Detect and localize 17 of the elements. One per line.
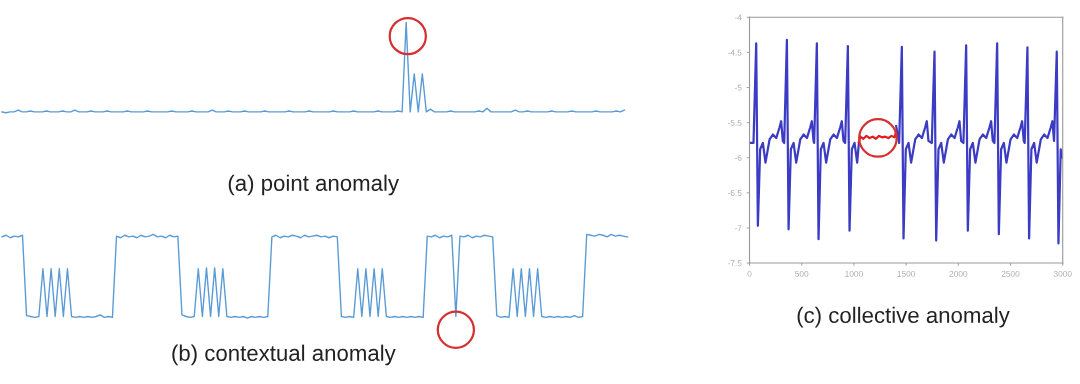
text: (a) point anomaly	[228, 174, 400, 196]
x-tick-label: 2500	[1001, 270, 1020, 277]
y-tick-label: -6	[734, 154, 742, 161]
x-tick-label: 1000	[845, 270, 863, 277]
x-tick-label: 3000	[1053, 270, 1072, 277]
text: (c) collective anomaly	[797, 306, 1010, 328]
text: (b) contextual anomaly	[172, 344, 396, 366]
y-tick-label: -7	[734, 225, 742, 231]
y-tick-label: -4	[734, 14, 742, 21]
y-tick-label: -5	[734, 84, 742, 91]
y-tick-label: -6.5	[727, 190, 742, 196]
x-tick-label: 500	[795, 270, 809, 277]
x-tick-label: 2000	[949, 270, 968, 277]
y-tick-label: -4.5	[727, 49, 742, 56]
y-tick-label: -5.5	[727, 119, 742, 126]
y-tick-label: -7.5	[727, 260, 742, 267]
x-tick-label: 1500	[897, 270, 916, 277]
